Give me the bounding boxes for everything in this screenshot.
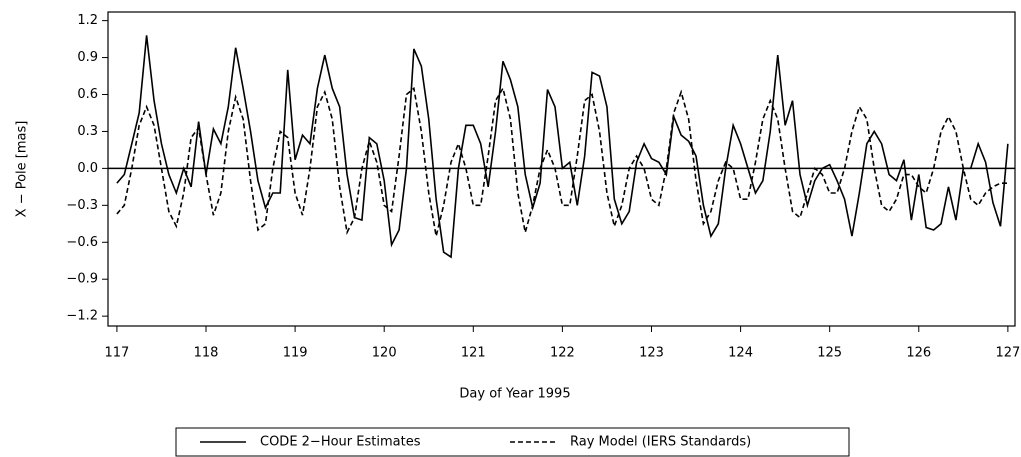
x-axis-label: Day of Year 1995 bbox=[459, 387, 570, 402]
y-tick-label: 1.2 bbox=[77, 13, 98, 28]
x-tick-label: 118 bbox=[194, 346, 219, 361]
y-tick-label: −1.2 bbox=[66, 309, 98, 324]
x-tick-label: 121 bbox=[461, 346, 486, 361]
y-axis-label: X − Pole [mas] bbox=[15, 121, 30, 218]
x-tick-label: 127 bbox=[995, 346, 1020, 361]
series-line bbox=[116, 35, 1009, 259]
y-tick-label: −0.9 bbox=[66, 272, 98, 287]
x-tick-label: 122 bbox=[550, 346, 575, 361]
x-tick-label: 120 bbox=[372, 346, 397, 361]
x-tick-label: 123 bbox=[639, 346, 664, 361]
y-tick-label: 0.3 bbox=[77, 124, 98, 139]
x-tick-label: 124 bbox=[728, 346, 753, 361]
y-tick-label: 0.0 bbox=[77, 161, 98, 176]
y-tick-label: 0.9 bbox=[77, 50, 98, 65]
legend-label: Ray Model (IERS Standards) bbox=[570, 435, 751, 450]
y-tick-label: 0.6 bbox=[77, 87, 98, 102]
x-tick-label: 117 bbox=[104, 346, 129, 361]
x-tick-label: 125 bbox=[817, 346, 842, 361]
x-tick-label: 126 bbox=[906, 346, 931, 361]
y-tick-label: −0.6 bbox=[66, 235, 98, 250]
x-tick-label: 119 bbox=[283, 346, 308, 361]
legend-box bbox=[175, 427, 850, 457]
y-tick-label: −0.3 bbox=[66, 198, 98, 213]
legend-label: CODE 2−Hour Estimates bbox=[260, 435, 421, 450]
